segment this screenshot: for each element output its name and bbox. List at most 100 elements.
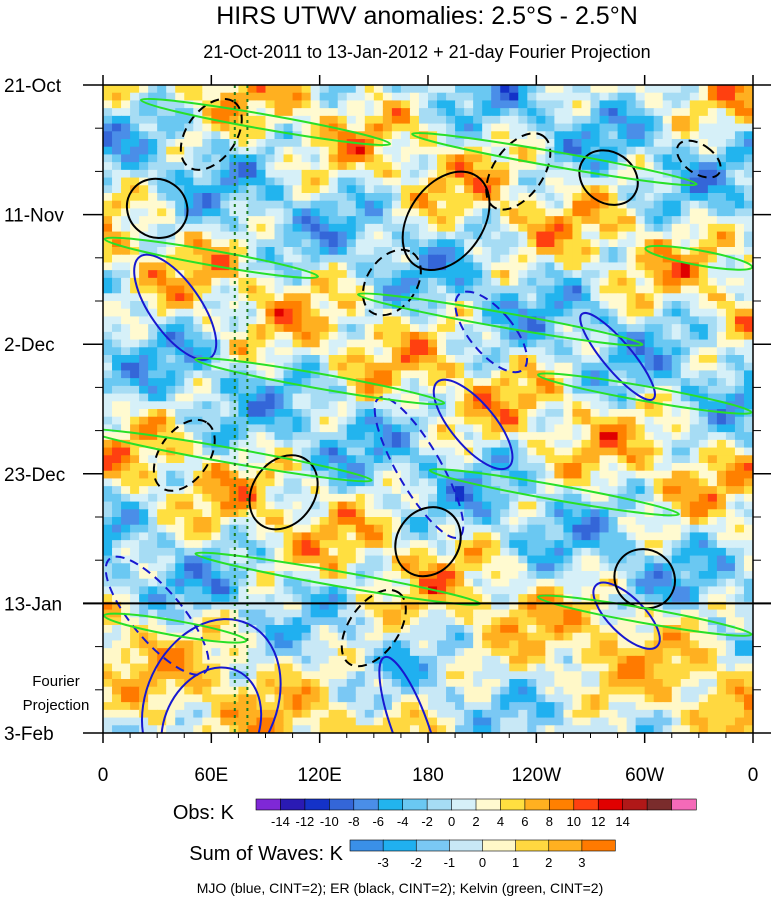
anomaly-cell [554,293,565,302]
anomaly-cell [355,239,366,248]
anomaly-cell [418,223,429,233]
anomaly-cell [743,208,753,217]
anomaly-cell [446,123,456,132]
anomaly-cell [590,540,601,549]
anomaly-cell [482,563,492,572]
anomaly-cell [554,470,565,480]
anomaly-cell [400,524,411,534]
anomaly-cell [545,578,555,588]
anomaly-cell [112,555,122,564]
anomaly-cell [238,262,249,271]
anomaly-cell [364,501,375,510]
anomaly-cell [428,409,438,418]
anomaly-cell [121,115,131,125]
anomaly-cell [121,555,131,564]
anomaly-cell [193,92,203,102]
anomaly-cell [220,123,230,132]
anomaly-cell [193,123,203,132]
anomaly-cell [635,154,646,163]
anomaly-cell [716,123,727,132]
anomaly-cell [364,277,375,287]
anomaly-cell [202,177,212,186]
anomaly-cell [707,331,718,341]
anomaly-cell [157,493,167,503]
anomaly-cell [635,139,646,148]
anomaly-cell [328,540,339,549]
anomaly-cell [680,501,691,510]
anomaly-cell [653,231,664,240]
anomaly-cell [103,285,113,294]
anomaly-cell [247,169,258,179]
anomaly-cell [238,85,249,94]
anomaly-cell [391,131,402,140]
anomaly-cell [166,108,176,117]
anomaly-cell [391,200,402,210]
anomaly-cell [626,146,637,156]
anomaly-cell [599,594,610,603]
anomaly-cell [418,108,429,117]
anomaly-cell [428,524,438,534]
anomaly-cell [328,285,339,294]
anomaly-cell [283,185,294,194]
anomaly-cell [265,424,276,433]
anomaly-cell [716,424,727,433]
anomaly-cell [455,208,465,217]
anomaly-cell [364,447,375,456]
anomaly-cell [274,131,285,140]
anomaly-cell [301,378,312,387]
anomaly-cell [112,223,122,233]
anomaly-cell [455,324,465,333]
anomaly-cell [437,193,447,202]
anomaly-cell [446,200,456,210]
anomaly-cell [689,424,700,433]
anomaly-cell [653,146,664,156]
anomaly-cell [428,285,438,294]
anomaly-cell [337,578,348,588]
anomaly-cell [590,262,601,271]
anomaly-cell [572,115,583,125]
anomaly-cell [563,432,574,441]
anomaly-cell [355,362,366,372]
anomaly-cell [139,586,149,595]
anomaly-cell [373,108,384,117]
anomaly-cell [464,355,474,364]
anomaly-cell [455,555,465,564]
anomaly-cell [409,185,420,194]
anomaly-cell [166,216,176,225]
anomaly-cell [698,108,709,117]
anomaly-cell [202,200,212,210]
anomaly-cell [130,324,140,333]
anomaly-cell [509,247,519,256]
anomaly-cell [653,92,664,102]
anomaly-cell [139,131,149,140]
anomaly-cell [265,108,276,117]
anomaly-cell [265,563,276,572]
anomaly-cell [509,169,519,179]
anomaly-cell [238,470,249,480]
anomaly-cell [500,185,510,194]
anomaly-cell [446,378,456,387]
anomaly-cell [554,555,565,564]
anomaly-cell [716,277,727,287]
anomaly-cell [229,540,240,549]
anomaly-cell [130,594,140,603]
anomaly-cell [635,316,646,325]
anomaly-cell [292,524,303,534]
anomaly-cell [617,131,628,140]
anomaly-cell [292,308,303,318]
anomaly-cell [292,555,303,564]
anomaly-cell [193,486,203,495]
anomaly-cell [265,517,276,526]
anomaly-cell [220,208,230,217]
anomaly-cell [689,470,700,480]
anomaly-cell [743,362,753,372]
anomaly-cell [130,478,140,487]
anomaly-cell [112,571,122,580]
anomaly-cell [563,517,574,526]
anomaly-cell [346,216,357,225]
anomaly-cell [653,316,664,325]
anomaly-cell [418,293,429,302]
anomaly-cell [175,200,185,210]
anomaly-cell [220,409,230,418]
anomaly-cell [184,370,194,379]
